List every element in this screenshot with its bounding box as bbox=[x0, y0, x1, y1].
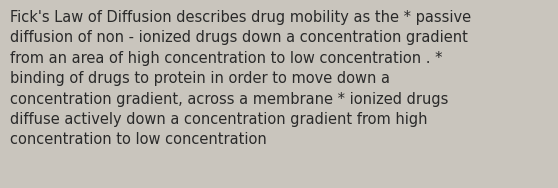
Text: Fick's Law of Diffusion describes drug mobility as the * passive
diffusion of no: Fick's Law of Diffusion describes drug m… bbox=[10, 10, 471, 147]
